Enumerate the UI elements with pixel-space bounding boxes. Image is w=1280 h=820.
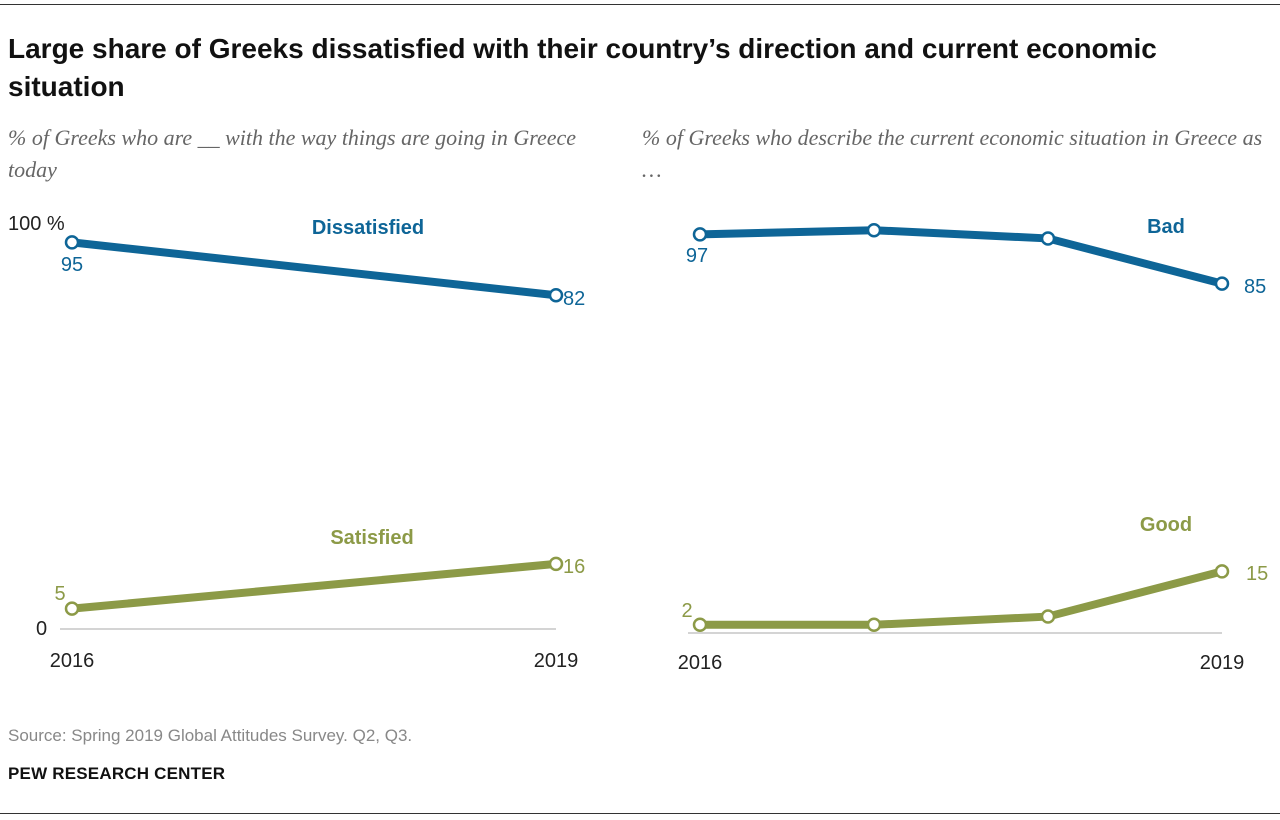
chart-1-x-tick-first: 2016 <box>678 652 723 674</box>
chart-1-series-bad-line <box>696 226 1226 288</box>
chart-0-series-satisfied-value-label-0: 5 <box>54 583 65 605</box>
chart-0-series-satisfied-point-1 <box>548 556 564 572</box>
chart-0-y-tick-top: 100 % <box>8 213 65 235</box>
left-chart-subtitle: % of Greeks who are __ with the way thin… <box>8 125 577 182</box>
chart-1-series-bad-value-label-0: 97 <box>686 245 708 267</box>
chart-0-series-satisfied-point-0 <box>64 601 80 616</box>
chart-0-series-dissatisfied-value-label-0: 95 <box>61 254 83 276</box>
chart-1-series-good-point-1 <box>866 617 882 633</box>
chart-1-series-good-value-label-0: 2 <box>681 600 692 622</box>
chart-1-series-good-point-0 <box>692 617 708 633</box>
chart-1-x-tick-last: 2019 <box>1200 652 1245 674</box>
chart-1-series-bad-point-1 <box>866 222 882 238</box>
chart-1-series-good-point-2 <box>1040 609 1056 624</box>
chart-1-series-bad-value-label-1: 85 <box>1244 276 1266 298</box>
chart-1-series-bad-point-2 <box>1040 231 1056 246</box>
chart-0-x-tick-first: 2016 <box>50 650 95 672</box>
chart-title: Large share of Greeks dissatisfied with … <box>8 33 1157 102</box>
chart-1-series-bad-name: Bad <box>1147 216 1185 238</box>
chart-1-series-good-line <box>696 567 1226 629</box>
chart-1-series-bad-point-3 <box>1214 276 1230 291</box>
chart-0-x-tick-last: 2019 <box>534 650 579 672</box>
chart-0-y-tick-bottom: 0 <box>36 618 47 640</box>
chart-0-series-dissatisfied-value-label-1: 82 <box>563 288 585 310</box>
chart-0-series-dissatisfied-point-0 <box>64 235 80 250</box>
bottom-rule <box>0 813 1280 814</box>
chart-0-series-satisfied-line <box>68 559 560 613</box>
chart-0-series-satisfied-value-label-1: 16 <box>563 556 585 578</box>
chart-0-series-satisfied-name: Satisfied <box>330 527 413 549</box>
chart-1-series-good-value-label-1: 15 <box>1246 563 1268 585</box>
top-rule <box>0 4 1280 5</box>
chart-0-series-dissatisfied-name: Dissatisfied <box>312 217 424 239</box>
source-note: Source: Spring 2019 Global Attitudes Sur… <box>8 726 413 745</box>
brand-label: PEW RESEARCH CENTER <box>8 764 226 783</box>
right-chart-subtitle: % of Greeks who describe the current eco… <box>642 125 1263 182</box>
chart-1-series-good-name: Good <box>1140 514 1192 536</box>
chart-1-series-good-point-3 <box>1214 564 1230 579</box>
chart-0-series-dissatisfied-point-1 <box>548 288 564 303</box>
chart-1-series-bad-point-0 <box>692 227 708 242</box>
chart-0-series-dissatisfied-line <box>68 238 560 300</box>
